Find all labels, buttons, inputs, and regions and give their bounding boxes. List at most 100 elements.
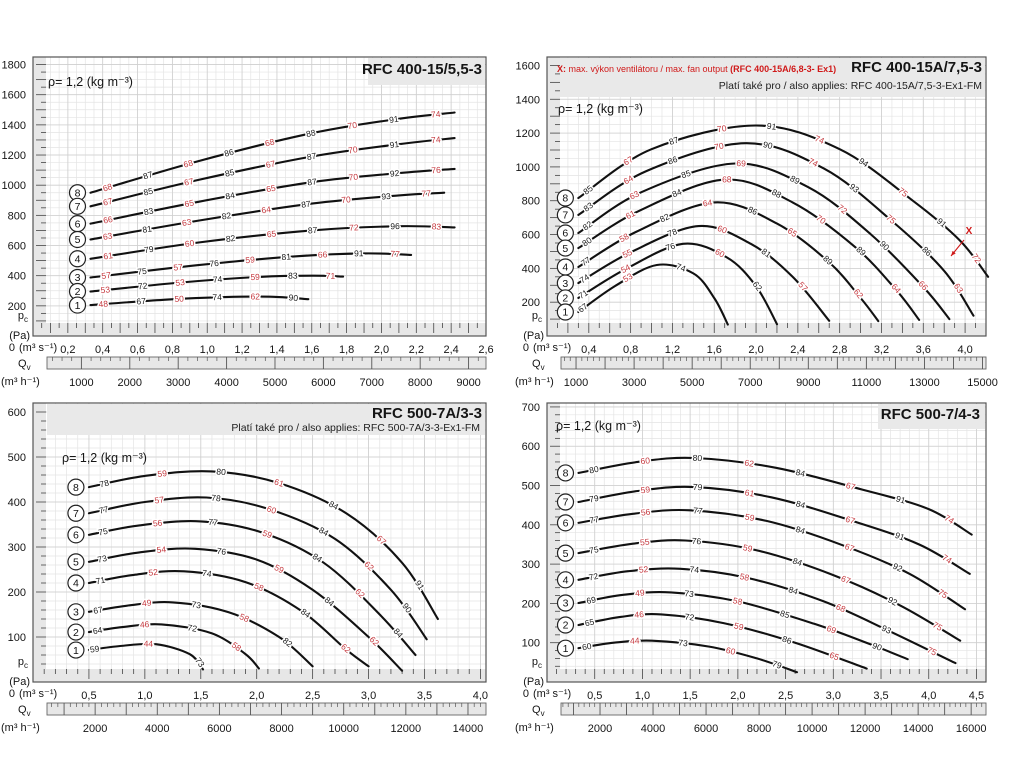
curve-8-eff-label: 68 [264, 136, 276, 148]
curve-4-eff-label: 74 [689, 564, 700, 575]
curve-7-eff-label: 85 [142, 186, 154, 198]
svg-text:400: 400 [8, 271, 26, 283]
curve-8-eff-label: 80 [588, 464, 600, 476]
curve-8-eff-label: 60 [640, 455, 651, 466]
svg-text:4: 4 [73, 578, 79, 590]
curve-4-badge [68, 250, 87, 268]
svg-text:1200: 1200 [2, 150, 26, 162]
chart-c-pc-label: pc [17, 656, 28, 671]
chart-b-qv-label: Qv [532, 358, 545, 373]
curve-2-eff-label: 76 [664, 240, 676, 253]
svg-text:7: 7 [75, 201, 81, 213]
curve-8-eff-label: 91 [895, 493, 907, 505]
curve-8-badge [556, 189, 574, 207]
curve-8 [87, 470, 439, 621]
svg-text:13000: 13000 [909, 377, 940, 389]
curve-8-eff-label: 86 [223, 147, 235, 159]
curve-2 [89, 274, 345, 293]
svg-text:15000: 15000 [967, 377, 998, 389]
curve-4-eff-label: 71 [95, 575, 106, 587]
curve-7 [87, 496, 428, 641]
svg-text:2,5: 2,5 [778, 690, 793, 702]
svg-text:0,2: 0,2 [60, 344, 75, 356]
curve-2-eff-label: 72 [137, 280, 148, 291]
curve-1-eff-label: 73 [678, 637, 689, 648]
curve-5-eff-label: 73 [97, 553, 109, 565]
curve-7-eff-label: 86 [666, 154, 679, 167]
curve-3-eff-label: 81 [281, 251, 291, 262]
curve-4-eff-label: 82 [658, 211, 671, 224]
curve-2-eff-label: 53 [175, 277, 186, 288]
svg-text:1,0: 1,0 [635, 690, 650, 702]
svg-text:3,6: 3,6 [916, 344, 931, 356]
curve-4-eff-label: 58 [617, 231, 630, 244]
curve-6-eff-label: 56 [152, 518, 163, 529]
svg-text:1,5: 1,5 [683, 690, 698, 702]
curve-3-eff-label: 59 [245, 254, 256, 265]
svg-text:1,8: 1,8 [339, 344, 354, 356]
curve-4-badge [556, 571, 575, 589]
chart-b-density-label: ρ= 1,2 (kg m⁻³) [558, 102, 643, 116]
curve-3-eff-label: 57 [101, 270, 112, 281]
curve-6-eff-label: 66 [102, 214, 114, 226]
curve-4-eff-label: 93 [880, 623, 893, 636]
title-band [368, 58, 485, 85]
svg-text:4000: 4000 [641, 723, 665, 735]
curve-6-eff-label: 84 [224, 190, 235, 202]
svg-text:1,0: 1,0 [200, 344, 215, 356]
curve-2-eff-label: 59 [733, 620, 745, 632]
svg-text:3000: 3000 [166, 377, 190, 389]
svg-text:1: 1 [73, 645, 79, 657]
chart-a: 0,2 0,4 0,6 0,8 1,0 1,2 1,4 1,6 1,8 2,0 2,2 2,4 2,6 2… [2, 56, 494, 389]
curve-5-eff-label: 76 [216, 546, 227, 557]
curve-4-eff-label: 58 [739, 571, 751, 583]
svg-text:1,2: 1,2 [234, 344, 249, 356]
svg-text:2: 2 [562, 293, 568, 305]
chart-d-zero-label: 0 [522, 688, 529, 700]
svg-text:1,5: 1,5 [193, 690, 208, 702]
curve-4-eff-label: 58 [253, 580, 266, 593]
curve-3-eff-label: 67 [92, 604, 103, 616]
curve-1-eff-label: 59 [89, 643, 100, 654]
chart-a-qv-label: Qv [18, 358, 31, 373]
curve-2-eff-label: 64 [92, 625, 103, 636]
svg-text:400: 400 [522, 520, 540, 532]
curve-5-eff-label: 61 [624, 208, 637, 221]
curve-4-eff-label: 74 [202, 568, 213, 579]
curve-1-eff-label: 74 [675, 261, 688, 274]
svg-text:6000: 6000 [207, 723, 231, 735]
curve-5-eff-label: 87 [301, 199, 312, 210]
svg-text:6000: 6000 [311, 377, 335, 389]
svg-text:5: 5 [75, 234, 81, 246]
svg-text:2,8: 2,8 [832, 344, 847, 356]
svg-text:3,2: 3,2 [874, 344, 889, 356]
curve-6-badge [67, 526, 85, 544]
curve-8-eff-label: 68 [182, 157, 194, 169]
svg-text:0,4: 0,4 [95, 344, 110, 356]
curve-6-eff-label: 69 [736, 158, 746, 169]
curve-5-eff-label: 64 [261, 204, 272, 215]
curve-7-badge [68, 197, 87, 215]
curve-8-eff-label: 70 [347, 120, 358, 131]
grid [33, 57, 486, 336]
curve-3-eff-label: 57 [173, 262, 184, 273]
svg-text:6: 6 [73, 530, 79, 542]
chart-d-pa-label: (Pa) [523, 676, 544, 688]
chart-b-pa-label: (Pa) [523, 330, 544, 342]
svg-text:7000: 7000 [360, 377, 384, 389]
chart-d-ms-unit: (m³ s⁻¹) [533, 688, 572, 700]
curve-6-eff-label: 77 [693, 505, 703, 516]
svg-text:700: 700 [522, 402, 540, 414]
curve-8 [577, 124, 990, 278]
svg-text:1400: 1400 [2, 120, 26, 132]
curve-1 [87, 642, 205, 671]
svg-text:3: 3 [563, 598, 569, 610]
curve-4-badge [67, 574, 85, 592]
chart-a-density-label: ρ= 1,2 (kg m⁻³) [48, 75, 133, 89]
curve-7-eff-label: 59 [640, 484, 651, 495]
curve-1-eff-label: 74 [212, 292, 222, 302]
svg-text:200: 200 [8, 301, 26, 313]
svg-text:600: 600 [522, 230, 540, 242]
chart-c-qv-label: Qv [18, 704, 31, 719]
